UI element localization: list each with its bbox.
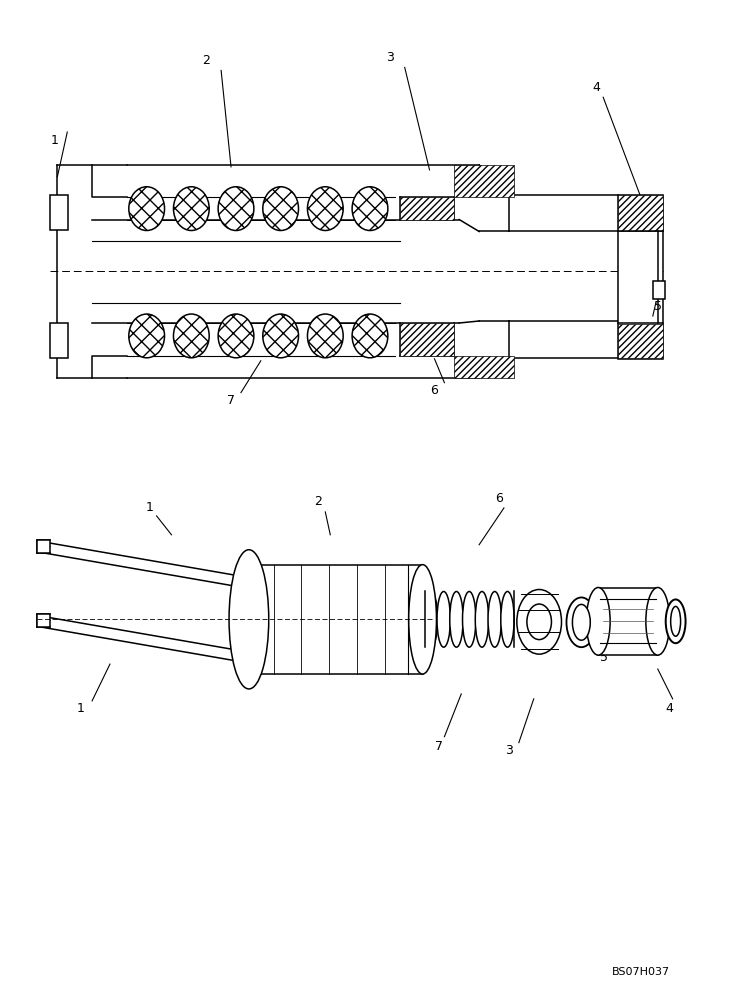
Text: 3: 3 [386,51,394,64]
Ellipse shape [501,591,514,647]
Ellipse shape [437,591,450,647]
Ellipse shape [449,591,463,647]
Text: 1: 1 [146,501,154,514]
Ellipse shape [665,599,686,643]
Bar [51,195,68,230]
Text: 3: 3 [505,744,513,757]
Text: 7: 7 [436,740,444,753]
Ellipse shape [218,314,254,358]
Text: BS07H037: BS07H037 [611,967,670,977]
Text: 1: 1 [51,134,59,147]
Ellipse shape [307,314,343,358]
Bar [51,323,68,358]
Bar [653,281,665,299]
Text: 4: 4 [665,702,673,715]
Bar [618,195,662,232]
Ellipse shape [129,187,165,231]
Bar [598,588,658,655]
Bar [455,356,514,378]
Ellipse shape [425,591,438,647]
Ellipse shape [517,589,561,654]
Ellipse shape [129,314,165,358]
Ellipse shape [218,187,254,231]
Ellipse shape [671,606,681,636]
Ellipse shape [408,565,436,674]
Text: 6: 6 [495,492,503,505]
Text: 6: 6 [430,384,438,397]
Ellipse shape [572,604,590,640]
Text: 5: 5 [600,651,608,664]
Bar [400,197,455,220]
Text: 1: 1 [76,702,84,715]
Ellipse shape [352,314,388,358]
Text: 2: 2 [202,54,210,67]
Text: 7: 7 [227,394,235,407]
Text: 4: 4 [592,81,600,94]
Ellipse shape [229,550,269,689]
Ellipse shape [567,597,597,647]
Ellipse shape [463,591,476,647]
Ellipse shape [475,591,489,647]
Ellipse shape [646,588,670,655]
Bar [37,540,51,553]
Bar [400,323,455,356]
Ellipse shape [263,314,299,358]
Ellipse shape [173,187,209,231]
Ellipse shape [263,187,299,231]
Bar [618,195,662,359]
Bar [618,324,662,358]
Text: 5: 5 [654,300,662,313]
Bar [37,614,51,627]
Ellipse shape [352,187,388,231]
Bar [455,165,514,197]
Ellipse shape [586,588,610,655]
Ellipse shape [307,187,343,231]
Ellipse shape [488,591,501,647]
Ellipse shape [173,314,209,358]
Ellipse shape [527,604,551,640]
Bar [249,565,422,674]
Text: 2: 2 [315,495,322,508]
